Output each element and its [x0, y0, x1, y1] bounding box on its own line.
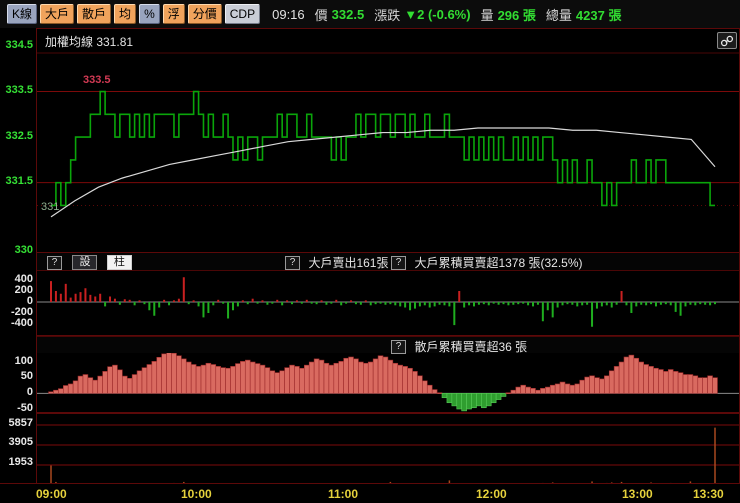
toolbar-button-kline[interactable]: K線 [7, 4, 38, 24]
large-trader-bar-panel[interactable] [37, 271, 739, 336]
quote-time: 09:16 [272, 6, 305, 22]
toolbar-button-cdp[interactable]: CDP [224, 4, 261, 24]
y-axis-tick: 200 [14, 283, 33, 296]
day-high-label: 333.5 [83, 74, 111, 86]
time-axis: 09:00 10:00 11:00 12:00 13:00 13:30 [0, 483, 740, 503]
y-axis-tick: 100 [14, 354, 33, 367]
toolbar-button-price-dist[interactable]: 分價 [187, 4, 222, 24]
time-tick: 09:00 [36, 487, 67, 501]
toolbar-button-float[interactable]: 浮 [162, 4, 185, 24]
help-button-retail[interactable]: ? [391, 339, 406, 354]
bar-mode-button[interactable]: 柱 [106, 255, 132, 271]
weighted-average-label: 加權均線 331.81 [45, 35, 134, 49]
help-button-1[interactable]: ? [47, 255, 62, 270]
chart-area: 334.5 333.5 332.5 331.5 330 400 200 0 -200 -400 10… [0, 28, 740, 485]
time-tick: 13:00 [622, 487, 653, 501]
time-tick: 11:00 [328, 487, 359, 501]
y-axis-tick: -200 [10, 305, 33, 318]
y-axis-tick: 334.5 [5, 38, 33, 51]
change-value: ▼2 (-0.6%) [404, 6, 471, 22]
toolbar-button-average[interactable]: 均 [114, 4, 137, 24]
toolbar-button-percent[interactable]: % [139, 4, 160, 24]
link-button[interactable] [717, 32, 737, 49]
y-axis-tick: 400 [14, 272, 33, 285]
day-low-label: 331 [41, 201, 60, 213]
toolbar-button-large-trader[interactable]: 大戶 [40, 4, 75, 24]
retail-cumulative-text: 散戶累積買賣超36 張 [414, 340, 528, 355]
volume-panel[interactable] [37, 413, 739, 485]
retail-area-panel[interactable] [37, 353, 739, 413]
y-axis-tick: 50 [20, 370, 33, 383]
help-button-cumulative[interactable]: ? [391, 255, 406, 270]
y-axis-tick: -400 [10, 316, 33, 329]
y-axis-tick: 0 [26, 294, 33, 307]
y-axis-tick: 330 [14, 243, 33, 256]
main-price-panel[interactable]: 加權均線 331.81 333.5 331 [37, 29, 739, 253]
large-trader-cumulative-text: 大戶累積買賣超1378 張(32.5%) [414, 256, 583, 271]
toolbar-button-retail[interactable]: 散戶 [77, 4, 112, 24]
link-icon [720, 35, 734, 46]
time-tick: 10:00 [181, 487, 212, 501]
y-axis-tick: 332.5 [5, 129, 33, 142]
settings-button[interactable]: 設 [72, 255, 98, 271]
time-tick: 12:00 [476, 487, 507, 501]
total-volume-label: 總量 [545, 7, 572, 23]
price-value: 332.5 [331, 6, 365, 22]
change-label: 漲跌 [374, 7, 401, 23]
y-axis-tick: -50 [17, 401, 33, 414]
y-axis-tick: 1953 [8, 456, 33, 469]
price-label: 價 [314, 7, 328, 23]
y-axis-tick: 333.5 [5, 84, 33, 97]
y-axis-tick: 5857 [8, 416, 33, 429]
large-trader-header: ? 設 柱 ? 大戶賣出161張 ? 大戶累積買賣超1378 張(32.5%) [37, 253, 739, 271]
y-axis-tick: 0 [26, 385, 33, 398]
plot-column: 加權均線 331.81 333.5 331 ? 設 柱 [36, 28, 740, 485]
retail-header: ? 散戶累積買賣超36 張 [37, 336, 739, 355]
toolbar: K線 大戶 散戶 均 % 浮 分價 CDP 09:16 價 332.5 漲跌 ▼… [0, 0, 740, 28]
volume-label: 量 [480, 7, 494, 23]
y-axis-column: 334.5 333.5 332.5 331.5 330 400 200 0 -200 -400 10… [0, 28, 36, 483]
large-trader-sell-text: 大戶賣出161張 [308, 256, 389, 271]
volume-value: 296 張 [497, 7, 536, 23]
help-button-sell[interactable]: ? [285, 255, 300, 270]
y-axis-tick: 331.5 [5, 175, 33, 188]
y-axis-tick: 3905 [8, 436, 33, 449]
time-tick: 13:30 [693, 487, 724, 501]
total-volume-value: 4237 張 [575, 7, 622, 23]
